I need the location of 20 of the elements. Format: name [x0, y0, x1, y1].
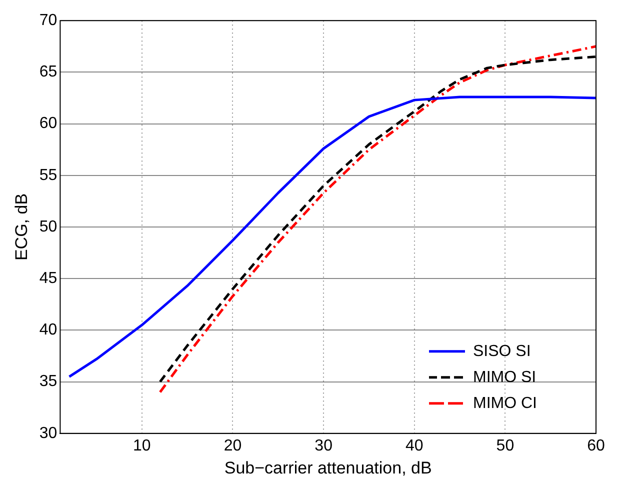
- legend-label: SISO SI: [473, 342, 531, 360]
- y-tick-label: 45: [39, 270, 58, 288]
- y-tick-label: 70: [39, 12, 58, 30]
- y-tick-label: 55: [39, 166, 58, 184]
- y-axis-title: ECG, dB: [12, 193, 31, 261]
- x-axis-title: Sub−carrier attenuation, dB: [224, 458, 432, 478]
- x-tick-label: 30: [314, 437, 333, 454]
- y-tick-label: 65: [39, 64, 58, 81]
- x-tick-label: 20: [224, 437, 242, 454]
- y-tick-label: 40: [39, 322, 58, 339]
- y-tick-label: 60: [39, 115, 58, 132]
- y-tick-label: 50: [39, 218, 58, 236]
- y-tick-label: 30: [39, 424, 58, 442]
- legend-label: MIMO CI: [473, 394, 537, 412]
- x-tick-label: 10: [133, 437, 151, 454]
- x-tick-label: 40: [405, 437, 424, 454]
- x-tick-label: 50: [496, 437, 514, 454]
- y-tick-label: 35: [39, 373, 58, 390]
- legend-label: MIMO SI: [473, 368, 536, 386]
- x-tick-label: 60: [587, 437, 605, 454]
